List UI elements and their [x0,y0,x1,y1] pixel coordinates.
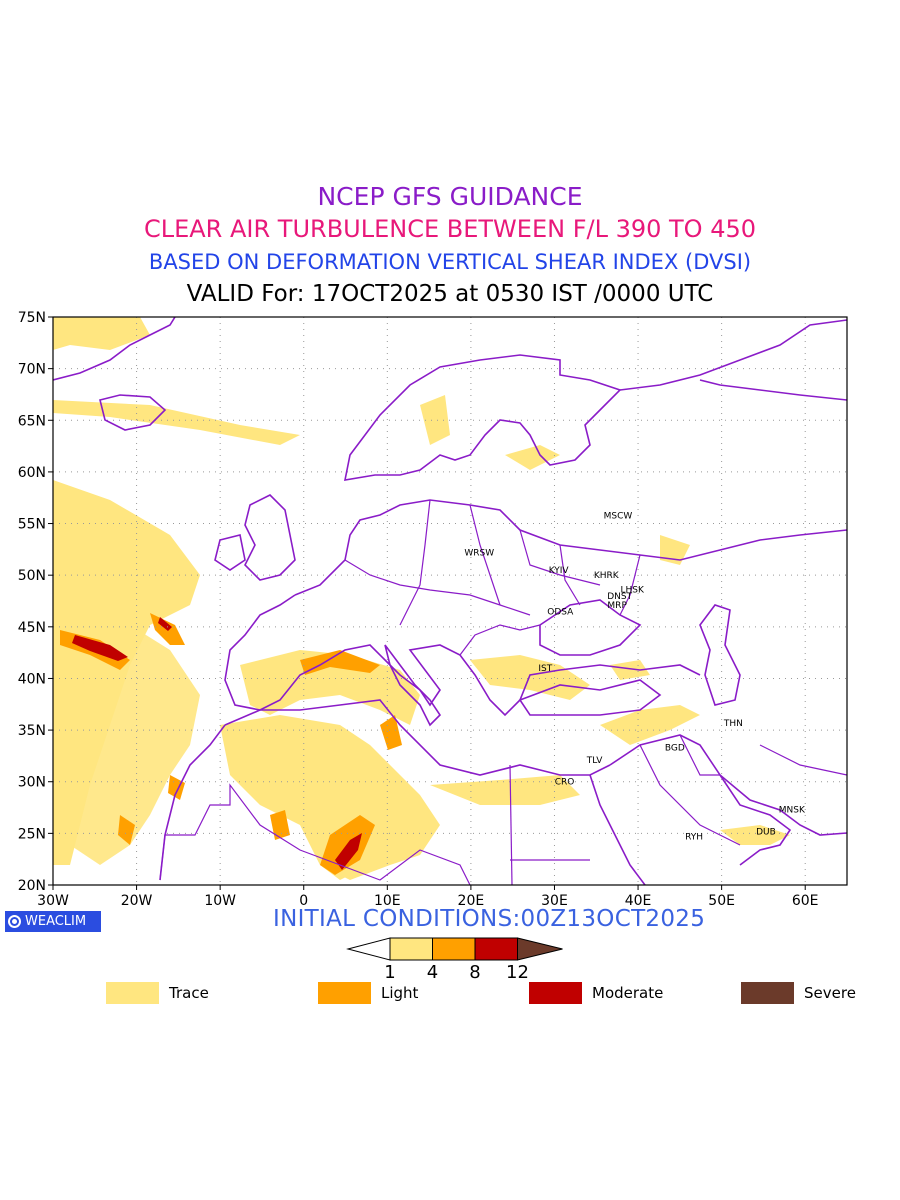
lat-tick-label: 55N [18,517,46,533]
lon-tick-label: 50E [708,893,735,905]
lat-tick-label: 25N [18,826,46,842]
city-label: KHRK [594,571,620,581]
lat-tick-label: 30N [18,775,46,791]
colorbar-level-label: 8 [469,962,480,980]
legend-label-severe: Severe [804,984,856,1002]
city-label: CRO [555,778,575,788]
city-label: KYIV [549,566,570,576]
colorbar-over-triangle [517,937,563,961]
coastlines [53,317,847,885]
weaclim-label: WEACLIM [25,914,87,929]
legend-swatch-severe [741,982,794,1004]
city-label: TLV [586,756,604,766]
legend-item-light: Light [318,982,418,1004]
lat-tick-label: 20N [18,878,46,894]
city-label: THN [723,719,743,729]
colorbar-segment [474,937,518,961]
legend-item-trace: Trace [106,982,209,1004]
legend-label-moderate: Moderate [592,984,664,1002]
city-label: IST [538,664,552,674]
lon-tick-label: 10E [374,893,401,905]
lon-tick-label: 30W [37,893,69,905]
lat-tick-label: 50N [18,568,46,584]
colorbar: 1 4 8 12 [346,937,563,980]
city-label: WRSW [464,548,494,558]
valid-time: VALID For: 17OCT2025 at 0530 IST /0000 U… [186,281,714,307]
colorbar-segment [389,937,433,961]
legend-item-moderate: Moderate [529,982,663,1004]
city-label: LHSK [620,586,644,596]
lat-tick-label: 60N [18,465,46,481]
chart-title-line1: NCEP GFS GUIDANCE [317,182,583,211]
lat-tick-label: 70N [18,362,46,378]
lat-tick-label: 65N [18,413,46,429]
colorbar-level-label: 1 [384,962,395,980]
lon-tick-label: 0 [299,893,308,905]
legend-label-light: Light [381,984,419,1002]
lat-tick-label: 40N [18,671,46,687]
legend-swatch-light [318,982,371,1004]
legend-swatch-moderate [529,982,582,1004]
lon-tick-label: 10W [204,893,236,905]
map-grid [53,317,847,885]
legend-item-severe: Severe [741,982,856,1004]
lon-tick-label: 20E [458,893,485,905]
lon-tick-label: 40E [625,893,652,905]
weaclim-badge: WEACLIM [5,911,101,932]
lat-tick-label: 45N [18,620,46,636]
chart-title-line3: BASED ON DEFORMATION VERTICAL SHEAR INDE… [148,250,752,274]
colorbar-level-label: 4 [427,962,438,980]
lon-tick-label: 20W [121,893,153,905]
city-label: MRP [607,601,627,611]
city-label: RYH [685,832,703,842]
map-frame [52,316,848,886]
city-label: ODSA [547,607,574,617]
city-label: DUB [756,827,776,837]
city-label: MSCW [604,511,633,521]
lat-tick-label: 35N [18,723,46,739]
city-label: DNST [607,592,632,602]
lon-tick-label: 60E [792,893,819,905]
colorbar-level-label: 12 [506,962,529,980]
weaclim-logo-icon [8,915,21,928]
initial-conditions: INITIAL CONDITIONS:00Z13OCT2025 [273,906,706,932]
city-label: MNSK [779,806,806,816]
legend-swatch-trace [106,982,159,1004]
lon-tick-label: 30E [541,893,568,905]
turbulence-fields [53,317,790,880]
city-label: BGD [665,744,685,754]
lat-tick-label: 75N [18,310,46,326]
chart-title-line2: CLEAR AIR TURBULENCE BETWEEN F/L 390 TO … [143,215,757,243]
colorbar-segment [432,937,476,961]
legend-label-trace: Trace [169,984,209,1002]
colorbar-under-triangle [346,937,391,961]
